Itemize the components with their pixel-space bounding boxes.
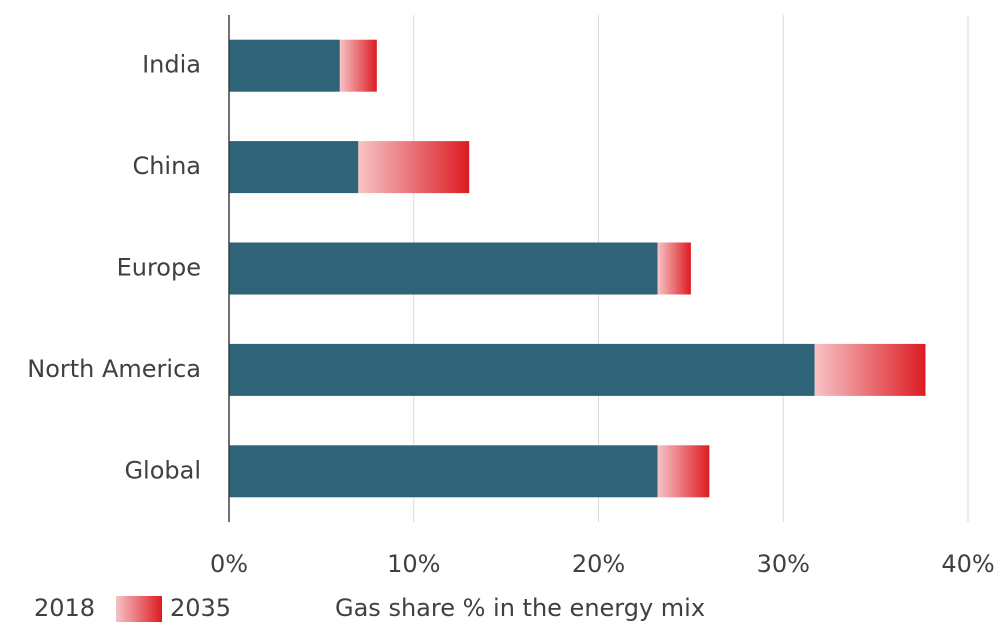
y-tick-label: Europe	[117, 254, 201, 282]
x-tick-label: 30%	[757, 550, 810, 578]
bar-segment	[229, 141, 359, 194]
legend-swatch	[116, 596, 162, 622]
legend-label: 2018	[34, 594, 95, 622]
bar-segment	[657, 242, 691, 295]
legend-label: 2035	[170, 594, 231, 622]
y-tick-label: India	[142, 51, 201, 79]
bar-segment	[229, 39, 340, 92]
x-axis-label: Gas share % in the energy mix	[335, 594, 705, 622]
bar-segment	[229, 343, 815, 396]
bar-segment	[339, 39, 377, 92]
x-tick-label: 40%	[941, 550, 994, 578]
y-tick-label: North America	[27, 355, 201, 383]
x-tick-label: 0%	[210, 550, 248, 578]
x-tick-label: 10%	[387, 550, 440, 578]
bar-segment	[657, 445, 710, 498]
bar-segment	[229, 242, 658, 295]
bar-segment	[358, 141, 470, 194]
bar-segment	[229, 445, 658, 498]
bar-segment	[814, 343, 926, 396]
y-tick-label: China	[132, 152, 201, 180]
y-tick-label: Global	[124, 456, 201, 484]
x-tick-label: 20%	[572, 550, 625, 578]
